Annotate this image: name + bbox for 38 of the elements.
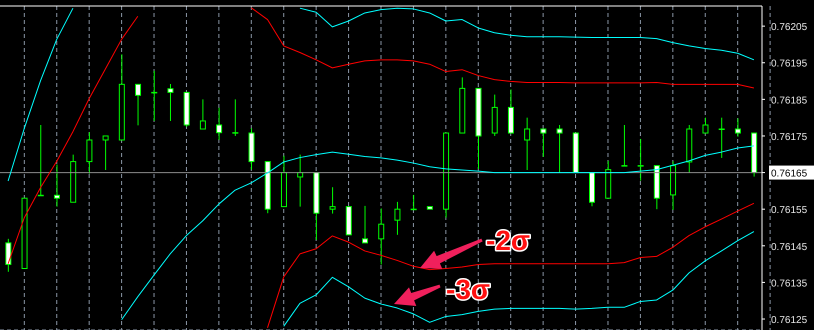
candlestick [216, 107, 222, 140]
y-tick-label: 0.76165 [771, 168, 808, 180]
candlestick [378, 208, 384, 265]
candlestick [621, 124, 628, 167]
candlestick [718, 117, 725, 158]
line-series [267, 202, 754, 328]
y-tick-label: 0.76155 [771, 205, 808, 216]
candlestick [232, 98, 238, 136]
candlestick [102, 135, 109, 171]
y-tick-label: 0.76175 [771, 132, 808, 143]
annotation: -3σ [446, 274, 490, 305]
candlestick [54, 164, 60, 208]
candlestick [38, 124, 44, 196]
y-tick-label: 0.76195 [771, 58, 808, 70]
candlestick [394, 201, 400, 236]
candlestick [540, 128, 546, 158]
y-tick-label: 0.76125 [771, 315, 808, 326]
candlestick [556, 124, 563, 174]
y-tick-label: 0.76205 [771, 22, 808, 34]
y-tick-label: 0.76185 [771, 95, 808, 106]
candlestick [524, 117, 530, 171]
line-series [283, 231, 754, 327]
candlestick [86, 132, 92, 174]
candlestick [167, 83, 174, 122]
candlestick [330, 186, 336, 214]
annotation: -2σ [486, 225, 530, 256]
line-series [121, 145, 754, 320]
candlestick [410, 194, 417, 210]
y-tick-label: 0.76135 [771, 278, 808, 290]
candlestick [638, 138, 644, 182]
candlestick [362, 205, 368, 244]
candlestick [135, 84, 142, 126]
candlestick [702, 117, 708, 134]
candlestick [200, 98, 206, 130]
y-tick-label: 0.76145 [771, 242, 808, 253]
candlestick [5, 238, 12, 272]
candlestick [734, 118, 741, 138]
candlestick [151, 70, 158, 122]
